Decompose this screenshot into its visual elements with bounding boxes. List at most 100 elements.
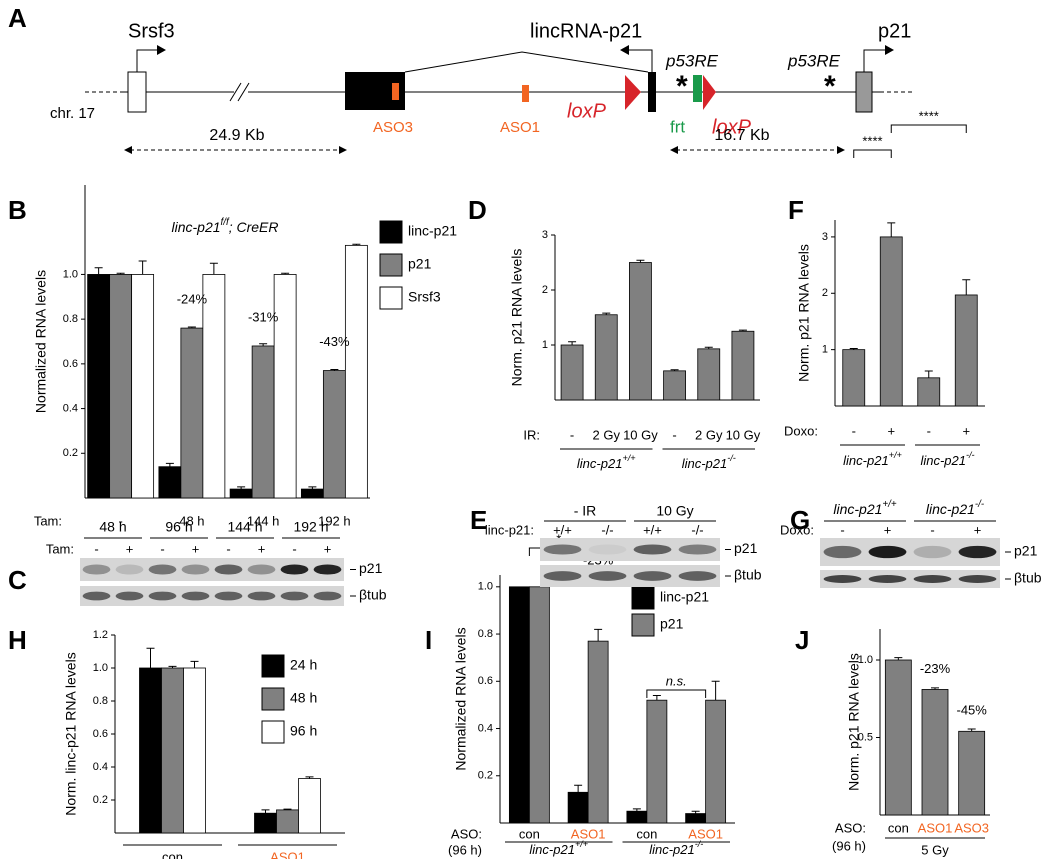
legend-swatch — [379, 253, 403, 277]
y-tick-label: 0.2 — [93, 794, 108, 806]
aso-label: ASO1 — [500, 119, 540, 136]
blot-strip — [80, 586, 344, 606]
significance-label: n.s. — [666, 673, 687, 688]
error-bar — [962, 279, 971, 295]
group-label: linc-p21+/+ — [843, 450, 902, 468]
error-bar — [283, 808, 292, 810]
x-tick-label: - — [852, 423, 856, 438]
aso-site — [392, 83, 399, 100]
blot-band — [313, 591, 342, 601]
gene-label: Srsf3 — [128, 20, 175, 42]
significance-bracket — [646, 689, 707, 698]
x-tick-label: - — [927, 423, 931, 438]
lincrna-exon — [648, 72, 656, 112]
bar — [921, 689, 949, 816]
group-label: 5 Gy — [921, 842, 949, 857]
y-tick-label: 0.8 — [478, 628, 493, 640]
bar — [879, 236, 903, 407]
x-prefix: ASO: — [451, 826, 482, 841]
blot-band — [868, 545, 907, 559]
lane-label: - — [840, 522, 844, 537]
panel-letter: A — [8, 3, 27, 33]
error-bar — [967, 728, 976, 732]
legend-label: 24 h — [290, 657, 317, 673]
error-bar — [636, 259, 645, 263]
gene-label: lincRNA-p21 — [530, 20, 642, 42]
blot-band — [913, 575, 952, 583]
legend-label: Srsf3 — [408, 289, 441, 305]
blot-header-sup: +/+ — [882, 499, 896, 510]
bar — [731, 330, 755, 401]
group-label-sup: -/- — [727, 453, 736, 463]
bar — [254, 812, 277, 834]
error-bar — [924, 370, 933, 378]
y-axis-label: Norm. linc-p21 RNA levels — [63, 652, 79, 815]
bar — [917, 377, 941, 407]
bar — [276, 809, 299, 834]
y-tick-label: 1.0 — [93, 662, 108, 674]
group-label: linc-p21+/+ — [529, 839, 588, 857]
chart-title-rest: ; CreER — [229, 219, 279, 235]
lane-label: + — [258, 541, 266, 556]
row-label: Tam: — [46, 541, 74, 556]
blot-band — [588, 544, 627, 555]
bar — [626, 810, 648, 824]
p21-exon — [855, 71, 873, 113]
bar — [344, 244, 368, 499]
error-bar — [738, 329, 747, 332]
x-tick-label: + — [887, 423, 895, 438]
bar — [958, 730, 986, 816]
band-label: p21 — [359, 560, 383, 576]
bar — [202, 274, 226, 499]
blot-header: 10 Gy — [656, 503, 693, 519]
error-bar — [261, 809, 270, 814]
error-bar — [116, 272, 125, 275]
blot-band — [543, 544, 582, 555]
bar — [298, 778, 321, 834]
bar — [685, 813, 707, 824]
blot-band — [115, 564, 144, 575]
y-tick-label: 0.2 — [63, 447, 78, 459]
lane-label: + — [974, 522, 982, 537]
blot-band — [247, 564, 276, 575]
row-label: Doxo: — [780, 522, 814, 537]
blot-band — [115, 591, 144, 601]
x-tick-label: 192 h — [318, 513, 351, 528]
y-tick-label: 2 — [542, 284, 548, 296]
x-tick-label: con — [519, 826, 540, 841]
lane-label: + — [324, 541, 332, 556]
y-tick-label: 1.0 — [858, 654, 873, 666]
x-tick-label: ASO1 — [688, 826, 723, 841]
bar — [663, 370, 686, 401]
blot-band — [633, 571, 672, 581]
blot-strip — [80, 558, 344, 581]
p53re-label: p53RE — [787, 51, 841, 70]
y-tick-label: 0.8 — [63, 313, 78, 325]
panel-letter: G — [790, 505, 810, 535]
blot-band — [247, 591, 276, 601]
lane-label: + — [192, 541, 200, 556]
annotation: -24% — [177, 292, 208, 307]
splice-line — [404, 51, 649, 73]
y-tick-label: 2 — [822, 287, 828, 299]
bar — [183, 667, 206, 834]
error-bar — [602, 312, 611, 315]
blot-band — [868, 575, 907, 583]
bar — [508, 586, 530, 824]
bar — [705, 699, 727, 824]
group-label: linc-p21-/- — [649, 839, 703, 857]
gene-diagram: A Srsf3 lincRNA-p21 p53RE * frt loxP lox… — [8, 3, 912, 154]
blot-band — [148, 564, 177, 575]
group-label-sup: -/- — [695, 839, 704, 849]
error-bar — [568, 341, 577, 345]
band-label: βtub — [359, 587, 387, 603]
error-bar — [330, 368, 339, 371]
error-bar — [931, 687, 939, 690]
x-prefix-note: (96 h) — [832, 838, 866, 853]
lane-label: - — [292, 541, 296, 556]
frt-site — [693, 75, 702, 102]
significance-bracket — [853, 149, 892, 158]
bar — [528, 586, 550, 824]
band-label: p21 — [734, 540, 758, 556]
